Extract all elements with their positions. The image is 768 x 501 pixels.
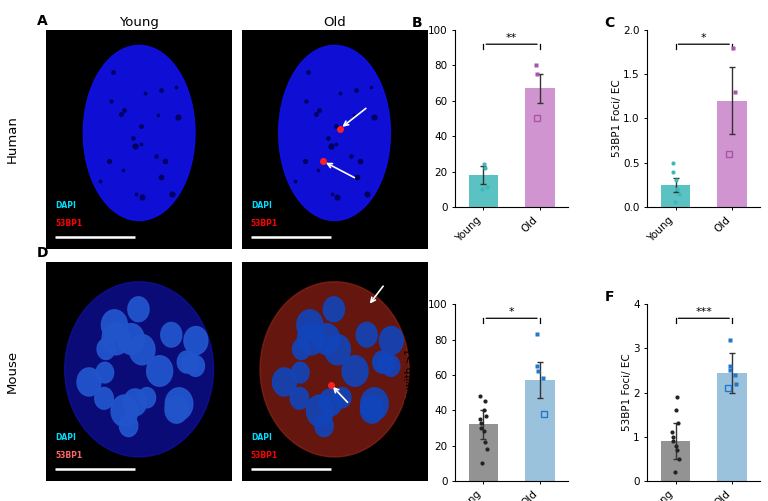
- Bar: [525, 88, 554, 207]
- Polygon shape: [187, 355, 204, 376]
- Bar: [660, 441, 690, 481]
- Y-axis label: % of ECs with ≥1
53BP1 Foci: % of ECs with ≥1 53BP1 Foci: [405, 348, 426, 437]
- Polygon shape: [315, 415, 333, 436]
- Y-axis label: 53BP1 Foci/ EC: 53BP1 Foci/ EC: [611, 80, 621, 157]
- Text: 53BP1: 53BP1: [55, 219, 82, 228]
- Text: DAPI: DAPI: [251, 201, 272, 210]
- Polygon shape: [319, 389, 342, 416]
- Polygon shape: [182, 353, 199, 374]
- Text: C: C: [604, 16, 614, 30]
- Bar: [660, 185, 690, 207]
- Polygon shape: [124, 389, 147, 416]
- Text: A: A: [37, 14, 48, 28]
- Polygon shape: [342, 356, 368, 386]
- Polygon shape: [101, 310, 127, 340]
- Polygon shape: [96, 362, 114, 383]
- Text: DAPI: DAPI: [251, 433, 272, 442]
- Polygon shape: [279, 46, 390, 220]
- Polygon shape: [77, 368, 101, 396]
- Text: *: *: [509, 308, 515, 318]
- Polygon shape: [379, 327, 403, 355]
- Polygon shape: [118, 324, 144, 355]
- Text: 53BP1: 53BP1: [55, 451, 82, 460]
- Polygon shape: [165, 388, 193, 420]
- Polygon shape: [334, 388, 351, 408]
- Polygon shape: [102, 323, 130, 355]
- Polygon shape: [306, 395, 333, 427]
- Text: E: E: [412, 290, 422, 304]
- Polygon shape: [184, 327, 208, 355]
- Title: Young: Young: [119, 16, 159, 29]
- Text: 53BP1: 53BP1: [251, 451, 278, 460]
- Polygon shape: [120, 415, 137, 436]
- Polygon shape: [161, 323, 182, 347]
- Text: DAPI: DAPI: [55, 433, 76, 442]
- Polygon shape: [129, 335, 155, 365]
- Text: D: D: [37, 246, 48, 260]
- Polygon shape: [94, 387, 114, 409]
- Polygon shape: [165, 396, 188, 423]
- Polygon shape: [372, 351, 392, 373]
- Bar: [525, 380, 554, 481]
- Bar: [717, 101, 746, 207]
- Y-axis label: % of ECs with ≥1
53BP1 Foci: % of ECs with ≥1 53BP1 Foci: [405, 74, 426, 163]
- Polygon shape: [147, 356, 173, 386]
- Polygon shape: [356, 323, 377, 347]
- Polygon shape: [83, 46, 195, 220]
- Polygon shape: [292, 362, 309, 383]
- Text: **: **: [506, 34, 517, 44]
- Polygon shape: [260, 282, 409, 457]
- Bar: [468, 424, 498, 481]
- Bar: [468, 175, 498, 207]
- Polygon shape: [260, 282, 409, 457]
- Text: F: F: [604, 290, 614, 304]
- Polygon shape: [290, 387, 309, 409]
- Polygon shape: [111, 395, 138, 427]
- Polygon shape: [361, 388, 389, 420]
- Polygon shape: [313, 324, 339, 355]
- Polygon shape: [325, 335, 350, 365]
- Y-axis label: 53BP1 Foci/ EC: 53BP1 Foci/ EC: [621, 354, 631, 431]
- Polygon shape: [97, 339, 115, 360]
- Text: DAPI: DAPI: [55, 201, 76, 210]
- Polygon shape: [297, 310, 323, 340]
- Polygon shape: [177, 351, 196, 373]
- Polygon shape: [138, 388, 156, 408]
- Polygon shape: [297, 323, 325, 355]
- Polygon shape: [65, 282, 214, 457]
- Polygon shape: [293, 339, 310, 360]
- Bar: [717, 373, 746, 481]
- Text: 53BP1: 53BP1: [251, 219, 278, 228]
- Text: ***: ***: [695, 308, 712, 318]
- Polygon shape: [360, 396, 383, 423]
- Title: Old: Old: [323, 16, 346, 29]
- Text: Mouse: Mouse: [6, 350, 19, 393]
- Text: B: B: [412, 16, 422, 30]
- Text: Human: Human: [6, 116, 19, 163]
- Polygon shape: [273, 368, 296, 396]
- Polygon shape: [128, 297, 149, 322]
- Polygon shape: [377, 353, 394, 374]
- Text: *: *: [701, 34, 707, 44]
- Polygon shape: [323, 297, 344, 322]
- Polygon shape: [382, 355, 400, 376]
